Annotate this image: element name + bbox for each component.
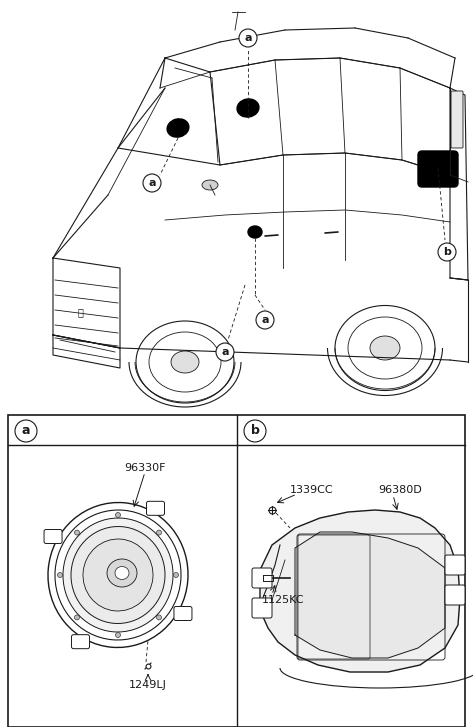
Circle shape <box>157 615 161 620</box>
Ellipse shape <box>71 526 165 624</box>
Polygon shape <box>53 258 120 348</box>
Text: 1249LJ: 1249LJ <box>129 680 167 690</box>
FancyBboxPatch shape <box>418 151 458 187</box>
Circle shape <box>143 174 161 192</box>
FancyBboxPatch shape <box>252 568 272 588</box>
FancyBboxPatch shape <box>71 635 89 648</box>
Polygon shape <box>53 88 165 258</box>
Circle shape <box>74 615 79 620</box>
FancyBboxPatch shape <box>445 555 465 575</box>
Ellipse shape <box>107 559 137 587</box>
Text: a: a <box>244 33 252 43</box>
Text: 96380D: 96380D <box>378 485 422 495</box>
Ellipse shape <box>248 226 262 238</box>
Circle shape <box>157 530 161 535</box>
Circle shape <box>115 632 121 638</box>
Text: 96330F: 96330F <box>124 463 166 473</box>
Ellipse shape <box>202 180 218 190</box>
Polygon shape <box>53 335 120 368</box>
Ellipse shape <box>370 336 400 360</box>
Ellipse shape <box>63 518 173 632</box>
Polygon shape <box>260 510 460 672</box>
Circle shape <box>74 530 79 535</box>
Circle shape <box>216 343 234 361</box>
FancyBboxPatch shape <box>174 606 192 621</box>
Polygon shape <box>220 153 450 278</box>
Polygon shape <box>295 532 445 658</box>
Ellipse shape <box>136 321 234 403</box>
Circle shape <box>244 420 266 442</box>
Text: a: a <box>261 315 269 325</box>
Circle shape <box>239 29 257 47</box>
FancyBboxPatch shape <box>445 585 465 605</box>
Ellipse shape <box>55 510 181 640</box>
Circle shape <box>58 572 62 577</box>
FancyBboxPatch shape <box>44 529 62 544</box>
Circle shape <box>174 572 178 577</box>
Ellipse shape <box>115 566 129 579</box>
FancyBboxPatch shape <box>451 91 463 148</box>
FancyBboxPatch shape <box>147 502 165 515</box>
Bar <box>8 415 465 727</box>
Text: a: a <box>148 178 156 188</box>
Circle shape <box>438 243 456 261</box>
Ellipse shape <box>83 539 153 611</box>
Ellipse shape <box>171 351 199 373</box>
Polygon shape <box>210 58 450 175</box>
Text: a: a <box>221 347 229 357</box>
FancyBboxPatch shape <box>252 598 272 618</box>
Polygon shape <box>450 88 468 280</box>
Circle shape <box>256 311 274 329</box>
Ellipse shape <box>167 119 189 137</box>
Ellipse shape <box>335 305 435 390</box>
Text: a: a <box>22 425 30 438</box>
Ellipse shape <box>48 502 188 648</box>
Text: 1125KC: 1125KC <box>262 595 305 605</box>
Text: b: b <box>443 247 451 257</box>
Circle shape <box>115 513 121 518</box>
Text: Ⓗ: Ⓗ <box>77 307 83 317</box>
Text: b: b <box>251 425 259 438</box>
Polygon shape <box>118 58 220 165</box>
Polygon shape <box>160 28 455 88</box>
Ellipse shape <box>237 99 259 117</box>
Text: 1339CC: 1339CC <box>290 485 333 495</box>
Circle shape <box>15 420 37 442</box>
